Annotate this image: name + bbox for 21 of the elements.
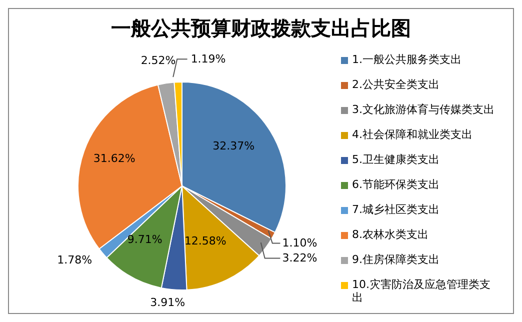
legend-label: 4.社会保障和就业类支出: [352, 128, 472, 141]
data-label: 9.71%: [127, 232, 162, 246]
data-label: 3.22%: [282, 252, 318, 265]
data-label: 32.37%: [212, 139, 255, 152]
data-label: 2.52%: [140, 54, 176, 67]
data-label: 1.78%: [57, 254, 92, 267]
data-label: 1.19%: [190, 52, 226, 66]
legend-label: 2.公共安全类支出: [352, 78, 440, 91]
legend-label: 1.一般公共服务类支出: [352, 53, 462, 66]
data-label: 1.10%: [282, 236, 318, 250]
data-label: 31.62%: [93, 152, 136, 166]
legend-label: 5.卫生健康类支出: [352, 153, 440, 166]
legend-label: 7.城乡社区类支出: [352, 203, 440, 216]
legend-label: 10.灾害防治及应急管理类支出: [352, 278, 492, 304]
data-label: 12.58%: [184, 234, 226, 248]
legend-label: 6.节能环保类支出: [352, 178, 440, 191]
legend-label: 3.文化旅游体育与传媒类支出: [352, 103, 494, 116]
chart-title: 一般公共预算财政拨款支出占比图: [110, 15, 412, 42]
legend-label: 8.农林水类支出: [352, 228, 428, 241]
legend-label: 9.住房保障类支出: [352, 253, 440, 266]
data-label: 3.91%: [150, 296, 186, 310]
